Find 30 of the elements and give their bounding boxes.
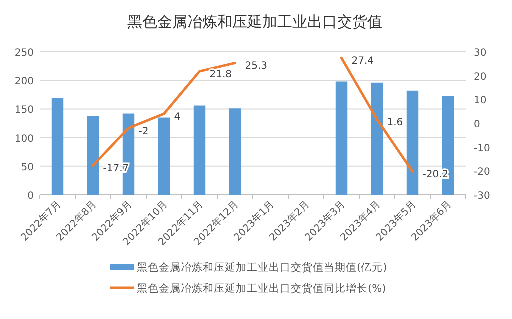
y-tick-label: 200 xyxy=(14,76,34,88)
bar xyxy=(52,98,64,195)
y-tick-label: 0 xyxy=(28,191,34,202)
y-tick-label: 150 xyxy=(14,105,34,116)
y2-tick-label: -20 xyxy=(474,167,490,178)
y2-tick-label: 30 xyxy=(474,48,487,59)
y2-tick-label: 0 xyxy=(474,120,480,130)
chart-title: 黑色金属冶炼和压延加工业出口交货值 xyxy=(128,13,382,31)
y-tick-label: 100 xyxy=(14,134,34,145)
legend-label: 黑色金属冶炼和压延加工业出口交货值同比增长(%) xyxy=(137,282,386,295)
y2-tick-label: -10 xyxy=(474,143,490,154)
bar xyxy=(406,90,419,195)
data-label: 4 xyxy=(174,112,181,123)
data-label: 25.3 xyxy=(245,61,268,72)
y2-tick-label: 20 xyxy=(474,72,487,83)
bar xyxy=(336,82,348,195)
data-label: 27.4 xyxy=(352,56,374,68)
bar xyxy=(87,116,100,195)
bar xyxy=(371,82,384,195)
y-tick-label: 50 xyxy=(21,162,34,174)
y2-tick-label: 10 xyxy=(474,96,487,107)
data-label: 1.6 xyxy=(387,118,404,129)
bar xyxy=(158,118,170,195)
data-label: 21.8 xyxy=(210,70,232,81)
legend-label: 黑色金属冶炼和压延加工业出口交货值当期值(亿元) xyxy=(137,261,388,274)
y-tick-label: 250 xyxy=(14,48,34,59)
data-label: -2 xyxy=(138,126,149,138)
bar xyxy=(229,108,242,195)
y2-tick-label: -30 xyxy=(474,191,490,202)
bar xyxy=(194,106,206,195)
